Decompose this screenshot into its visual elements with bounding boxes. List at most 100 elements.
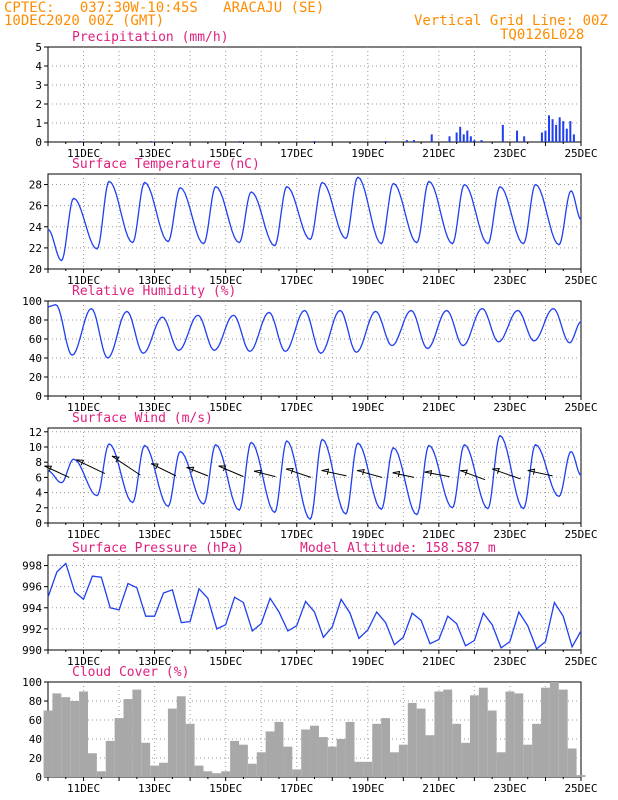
cloud-bar: [407, 702, 417, 777]
cloud-bar: [310, 725, 319, 777]
x-tick-label: 17DEC: [280, 782, 313, 795]
cloud-bar: [301, 729, 311, 777]
y-tick-label: 4: [35, 60, 42, 73]
cloud-bar: [532, 723, 542, 777]
cloud-bar: [247, 763, 257, 777]
wind-arrow: [150, 463, 177, 477]
cloud-bar: [70, 701, 80, 777]
wind-arrow: [357, 470, 383, 478]
precip-bar: [238, 141, 241, 143]
cloud-bar: [274, 721, 284, 777]
cloud-bar: [523, 744, 533, 777]
x-tick-label: 25DEC: [564, 655, 597, 668]
precip-bar: [78, 141, 81, 143]
precip-bar: [384, 141, 387, 143]
plot-frame: [47, 554, 582, 651]
cloud-bar: [416, 708, 426, 777]
panel-title: Surface Temperature (nC): [72, 157, 260, 172]
precip-bar: [448, 136, 451, 142]
model-altitude-label: Model Altitude: 158.587 m: [300, 541, 496, 556]
cloud-bar: [203, 771, 213, 777]
wind-arrow: [76, 459, 106, 475]
precip-bar: [523, 136, 526, 142]
cloud-bar: [327, 746, 337, 777]
x-tick-label: 23DEC: [493, 782, 526, 795]
x-tick-label: 17DEC: [280, 401, 313, 414]
precip-bar: [565, 128, 568, 142]
wind-arrow: [218, 465, 244, 478]
x-tick-label: 21DEC: [422, 655, 455, 668]
cloud-bar: [230, 740, 239, 777]
x-tick-label: 23DEC: [493, 147, 526, 160]
y-tick-label: 0: [35, 136, 42, 149]
series-line: [47, 434, 582, 521]
wind-arrow-head: [254, 469, 262, 476]
cloud-bar: [452, 723, 462, 777]
wind-arrow-head: [424, 469, 433, 476]
cloud-bar: [558, 689, 568, 777]
precip-bar: [555, 124, 558, 142]
cloud-bar: [345, 721, 355, 777]
panel-6: Cloud Cover (%) 0 20 40 60 80 100 11DEC 13DEC 15D…: [22, 665, 597, 795]
panel-title: Precipitation (mm/h): [72, 30, 229, 45]
cloud-bar: [52, 693, 62, 777]
x-tick-label: 19DEC: [351, 401, 384, 414]
x-tick-label: 25DEC: [564, 147, 597, 160]
x-tick-label: 15DEC: [209, 782, 242, 795]
x-tick-label: 13DEC: [138, 528, 171, 541]
cloud-bar: [487, 710, 497, 777]
x-tick-label: 21DEC: [422, 782, 455, 795]
cloud-bar: [185, 723, 195, 777]
wind-arrow: [285, 468, 312, 478]
x-tick-label: 13DEC: [138, 147, 171, 160]
cloud-bar: [478, 687, 488, 777]
wind-arrow: [186, 467, 209, 477]
cloud-bar: [221, 771, 231, 777]
cloud-bar: [141, 742, 151, 777]
wind-arrow-head: [460, 469, 468, 476]
wind-arrow-head: [286, 467, 294, 474]
x-tick-label: 17DEC: [280, 147, 313, 160]
y-tick-label: 80: [29, 314, 42, 327]
x-tick-label: 19DEC: [351, 274, 384, 287]
precip-bar: [501, 124, 504, 142]
x-tick-label: 15DEC: [209, 401, 242, 414]
cloud-bar: [114, 718, 124, 777]
panel-4: Surface Wind (m/s) 0 2 4 6 8 10 12 11DEC 13DEC 15D…: [29, 411, 598, 541]
cloud-bar: [256, 752, 266, 777]
cloud-bar: [336, 739, 346, 777]
panel-3: Relative Humidity (%) 0 20 40 60 80 100 11DEC 13…: [22, 284, 597, 414]
wind-arrow-head: [186, 466, 195, 473]
precip-bar: [551, 119, 554, 142]
precip-bar: [405, 140, 408, 142]
x-tick-label: 17DEC: [280, 655, 313, 668]
x-tick-label: 25DEC: [564, 528, 597, 541]
x-tick-label: 25DEC: [564, 274, 597, 287]
panel-1: Precipitation (mm/h) 0 1 2 3 4 5 11DEC 13DEC 15DE…: [35, 30, 597, 160]
x-tick-label: 13DEC: [138, 274, 171, 287]
wind-arrow-head: [150, 463, 159, 470]
cloud-bar: [505, 691, 515, 777]
cloud-bar: [96, 771, 106, 777]
y-tick-label: 26: [29, 200, 42, 213]
precip-bar: [569, 121, 572, 142]
y-tick-label: 40: [29, 352, 42, 365]
y-tick-label: 8: [35, 456, 42, 469]
panel-title: Surface Pressure (hPa): [72, 541, 244, 556]
precip-bar: [412, 140, 415, 142]
cloud-bar: [194, 765, 204, 777]
cloud-bar: [167, 708, 177, 777]
x-tick-label: 23DEC: [493, 401, 526, 414]
x-tick-label: 21DEC: [422, 528, 455, 541]
cloud-bar: [150, 765, 160, 777]
cloud-bar: [496, 752, 506, 777]
precip-bar: [572, 134, 575, 142]
y-tick-label: 100: [22, 676, 42, 689]
precip-bar: [516, 130, 519, 142]
cloud-bar: [363, 761, 373, 777]
y-tick-label: 6: [35, 471, 42, 484]
cloud-bar: [132, 689, 142, 777]
x-tick-label: 17DEC: [280, 274, 313, 287]
x-tick-label: 23DEC: [493, 528, 526, 541]
